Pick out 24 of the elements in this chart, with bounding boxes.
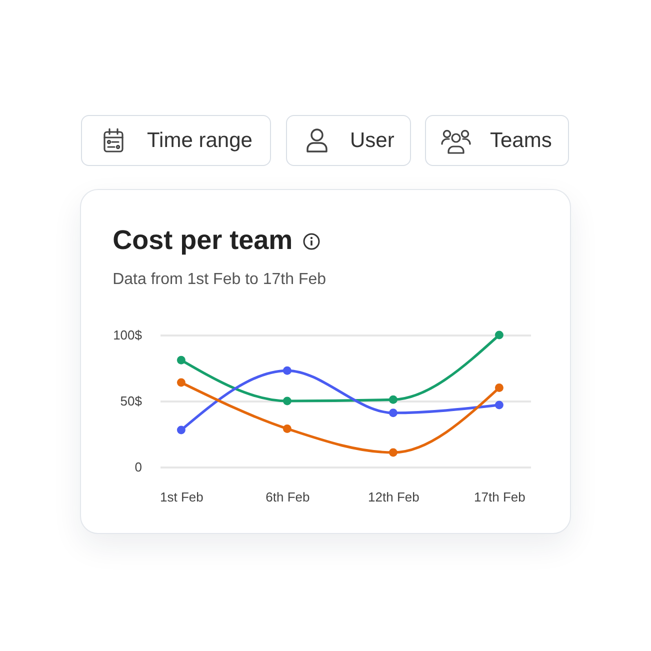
y-tick-label: 50$ (120, 394, 143, 408)
point (282, 424, 292, 433)
x-tick-label: 1st Feb (160, 490, 204, 504)
point (282, 366, 292, 375)
button[interactable]: Teams (425, 115, 569, 166)
point (494, 384, 504, 392)
point (282, 396, 292, 406)
point (388, 408, 398, 418)
point (176, 356, 186, 364)
point (388, 395, 398, 404)
x-tick-label: 17th Feb (474, 490, 526, 504)
point (176, 426, 186, 434)
point (494, 330, 504, 340)
point (494, 400, 504, 410)
x-tick-label: 6th Feb (266, 490, 310, 504)
y-tick-label: 100$ (113, 328, 143, 342)
button[interactable]: Time range (81, 115, 271, 166)
point (388, 448, 398, 457)
x-tick-label: 12th Feb (368, 490, 420, 504)
point (176, 378, 186, 387)
button[interactable]: User (286, 115, 411, 166)
chart-subtitle: Data from 1st Feb to 17th Feb (112, 271, 326, 288)
chart-title: Cost per team (112, 225, 293, 255)
y-tick-label: 0 (134, 460, 142, 474)
